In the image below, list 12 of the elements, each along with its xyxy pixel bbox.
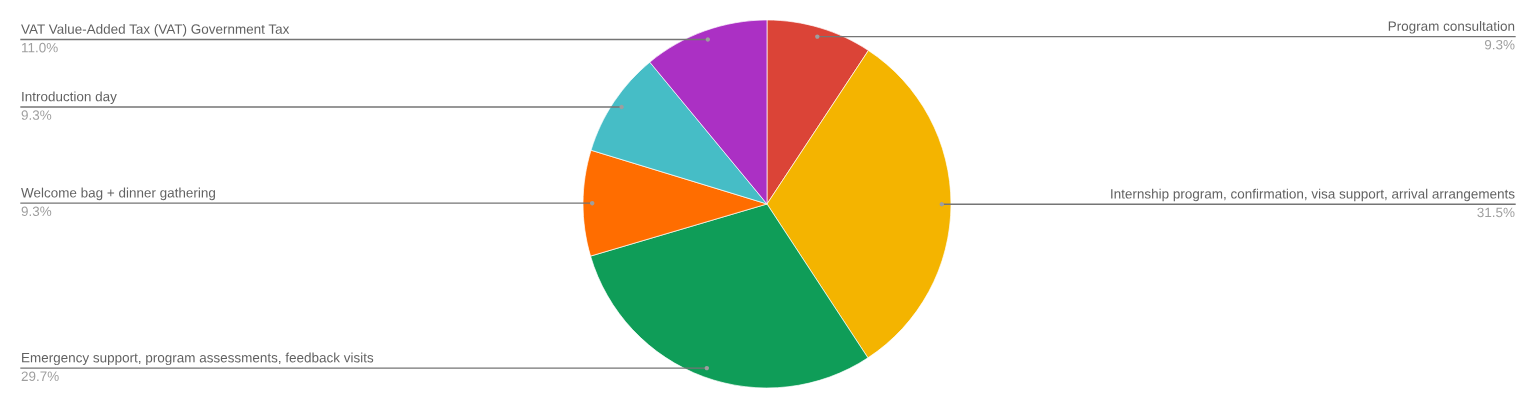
data-label: 9.3%: [21, 206, 52, 217]
data-label: 29.7%: [21, 371, 59, 382]
slice-label: Introduction day: [22, 91, 117, 104]
slice-label: VAT Value-Added Tax (VAT) Government Tax: [21, 23, 290, 37]
data-label: 31.5%: [1477, 207, 1515, 218]
slice-label: Welcome bag + dinner gathering: [21, 187, 215, 201]
slice-label: Emergency support, program assessments, feedback visits: [22, 352, 374, 366]
data-label: 9.3%: [21, 110, 52, 120]
slice-label: Internship program, confirmation, visa support, arrival arrangements: [1111, 188, 1515, 202]
data-label: 9.3%: [1484, 39, 1515, 50]
data-label: 11.0%: [22, 42, 58, 53]
slice-label: Program consultation: [1388, 21, 1515, 34]
